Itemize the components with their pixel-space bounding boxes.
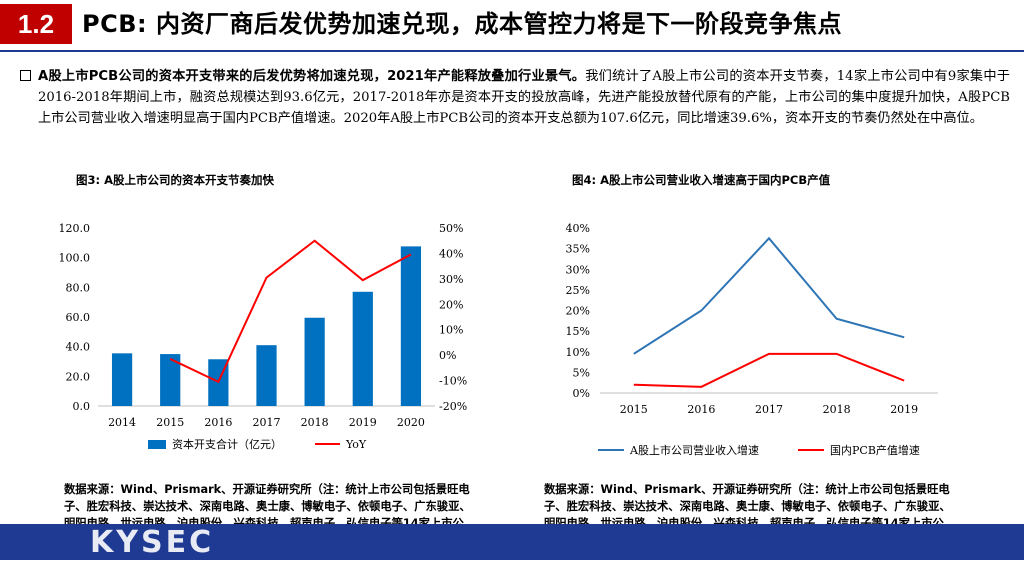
right-axis-tick-label: 50% xyxy=(439,222,463,235)
y-axis-tick-label: 20% xyxy=(566,305,590,318)
x-axis-tick-label: 2017 xyxy=(755,403,783,416)
capex-bar xyxy=(256,345,277,406)
x-axis-tick-label: 2016 xyxy=(204,416,232,429)
left-axis-tick-label: 100.0 xyxy=(59,252,91,265)
right-axis-tick-label: 40% xyxy=(439,247,463,260)
left-axis-tick-label: 0.0 xyxy=(73,400,91,413)
kysec-logo: KYSEC xyxy=(90,525,215,560)
bullet-lead: A股上市PCB公司的资本开支带来的后发优势将加速兑现，2021年产能释放叠加行业… xyxy=(38,69,586,84)
pcb-output-growth-line xyxy=(633,352,905,388)
left-axis-tick-label: 20.0 xyxy=(66,370,91,383)
bullet-body: 我们统计了A股上市公司的资本开支节奏，14家上市公司中有9家集中于2016-20… xyxy=(38,69,1010,126)
right-axis-tick-label: -20% xyxy=(439,400,467,413)
figure3-title: 图3: A股上市公司的资本开支节奏加快 xyxy=(76,173,275,187)
right-axis-tick-label: 0% xyxy=(439,349,456,362)
legend-capex-label: 资本开支合计（亿元） xyxy=(172,437,282,451)
legend-pcb-label: 国内PCB产值增速 xyxy=(830,443,920,457)
x-axis-tick-label: 2017 xyxy=(253,416,281,429)
capex-bar xyxy=(352,291,373,406)
y-axis-tick-label: 10% xyxy=(566,346,590,359)
footer-bar xyxy=(0,524,1024,560)
x-axis-tick-label: 2018 xyxy=(301,416,329,429)
y-axis-tick-label: 25% xyxy=(566,284,590,297)
capex-bar xyxy=(111,353,133,406)
left-axis-tick-label: 60.0 xyxy=(66,311,91,324)
x-axis-tick-label: 2014 xyxy=(108,416,136,429)
yoy-line xyxy=(169,239,412,384)
x-axis-tick-label: 2016 xyxy=(687,403,715,416)
capex-bar xyxy=(304,317,325,406)
page-title: PCB: 内资厂商后发优势加速兑现，成本管控力将是下一阶段竞争焦点 xyxy=(82,10,842,38)
left-axis-tick-label: 120.0 xyxy=(59,222,91,235)
right-axis-tick-label: 10% xyxy=(439,324,463,337)
header-divider xyxy=(0,50,1024,52)
y-axis-tick-label: 0% xyxy=(573,387,590,400)
x-axis-tick-label: 2019 xyxy=(890,403,918,416)
checkbox-bullet-icon xyxy=(20,70,31,81)
x-axis-tick-label: 2020 xyxy=(397,416,425,429)
x-axis-tick-label: 2015 xyxy=(620,403,648,416)
capex-bar xyxy=(400,246,422,406)
bullet-point: A股上市PCB公司的资本开支带来的后发优势将加速兑现，2021年产能释放叠加行业… xyxy=(20,66,1010,129)
left-axis-tick-label: 40.0 xyxy=(66,341,91,354)
legend-capex-swatch xyxy=(148,440,166,449)
y-axis-tick-label: 40% xyxy=(566,222,590,235)
capex-bar xyxy=(160,354,181,406)
revenue-growth-chart: 0% 5% 10% 15% 20% 25% 30% 35% 40% 2015 2016 2017 201… xyxy=(566,222,938,457)
y-axis-tick-label: 5% xyxy=(573,366,590,379)
x-axis-tick-label: 2015 xyxy=(156,416,184,429)
y-axis-tick-label: 15% xyxy=(566,325,590,338)
x-axis-tick-label: 2019 xyxy=(349,416,377,429)
x-axis-tick-label: 2018 xyxy=(823,403,851,416)
bullet-paragraph: A股上市PCB公司的资本开支带来的后发优势将加速兑现，2021年产能释放叠加行业… xyxy=(38,66,1010,129)
y-axis-tick-label: 35% xyxy=(566,243,590,256)
right-axis-tick-label: 30% xyxy=(439,273,463,286)
section-number: 1.2 xyxy=(0,4,72,44)
right-axis-tick-label: 20% xyxy=(439,298,463,311)
left-axis-tick-label: 80.0 xyxy=(66,281,91,294)
right-axis-tick-label: -10% xyxy=(439,375,467,388)
capex-chart: 0.0 20.0 40.0 60.0 80.0 100.0 120.0 -20% -10% 0% 1… xyxy=(59,222,468,451)
page-header: 1.2 PCB: 内资厂商后发优势加速兑现，成本管控力将是下一阶段竞争焦点 xyxy=(0,0,1024,50)
figure4-title: 图4: A股上市公司营业收入增速高于国内PCB产值 xyxy=(572,173,831,187)
y-axis-tick-label: 30% xyxy=(566,263,590,276)
legend-yoy-label: YoY xyxy=(345,438,367,451)
legend-listed-label: A股上市公司营业收入增速 xyxy=(629,443,759,457)
listed-revenue-growth-line xyxy=(633,236,905,355)
